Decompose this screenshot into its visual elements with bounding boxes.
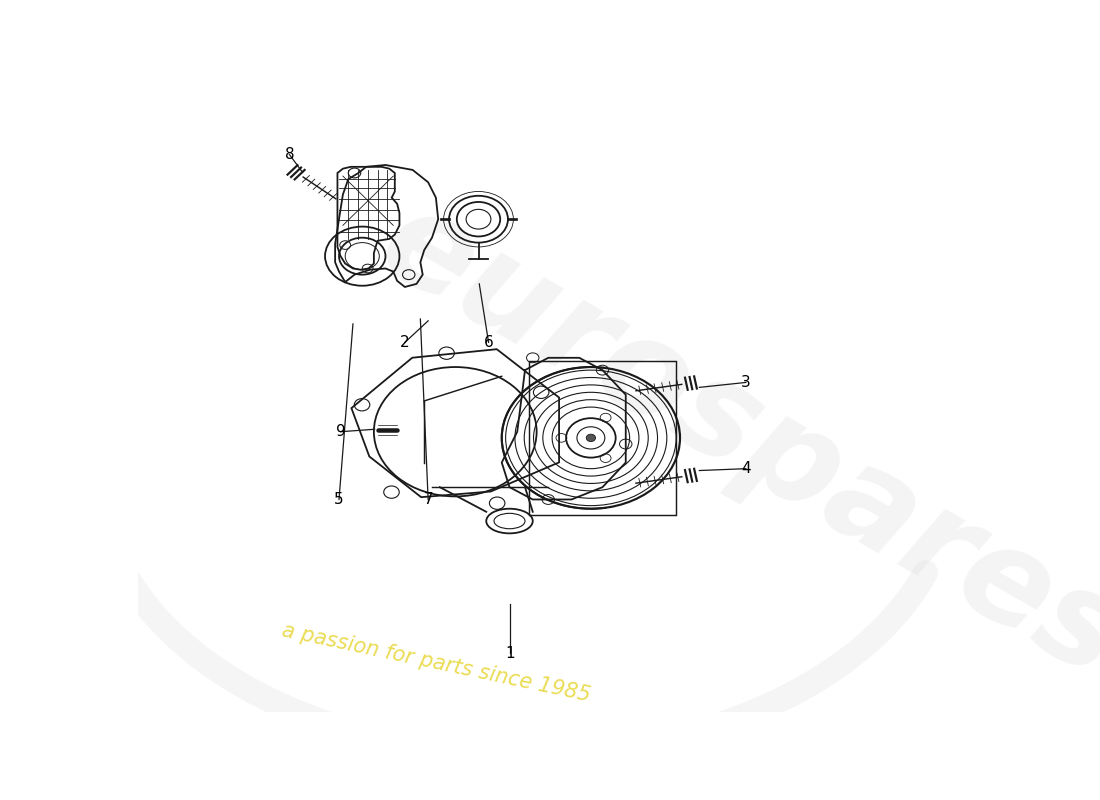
Text: 1: 1 [506,646,515,661]
Text: 3: 3 [741,375,750,390]
Text: 4: 4 [741,461,750,476]
Text: 7: 7 [424,492,433,507]
Circle shape [586,434,595,442]
Text: 5: 5 [334,492,344,507]
Text: eurospares: eurospares [359,178,1100,705]
Text: 8: 8 [285,147,294,162]
Text: 2: 2 [400,335,409,350]
Text: 9: 9 [336,424,345,439]
Text: a passion for parts since 1985: a passion for parts since 1985 [279,620,592,706]
Text: 6: 6 [484,335,494,350]
